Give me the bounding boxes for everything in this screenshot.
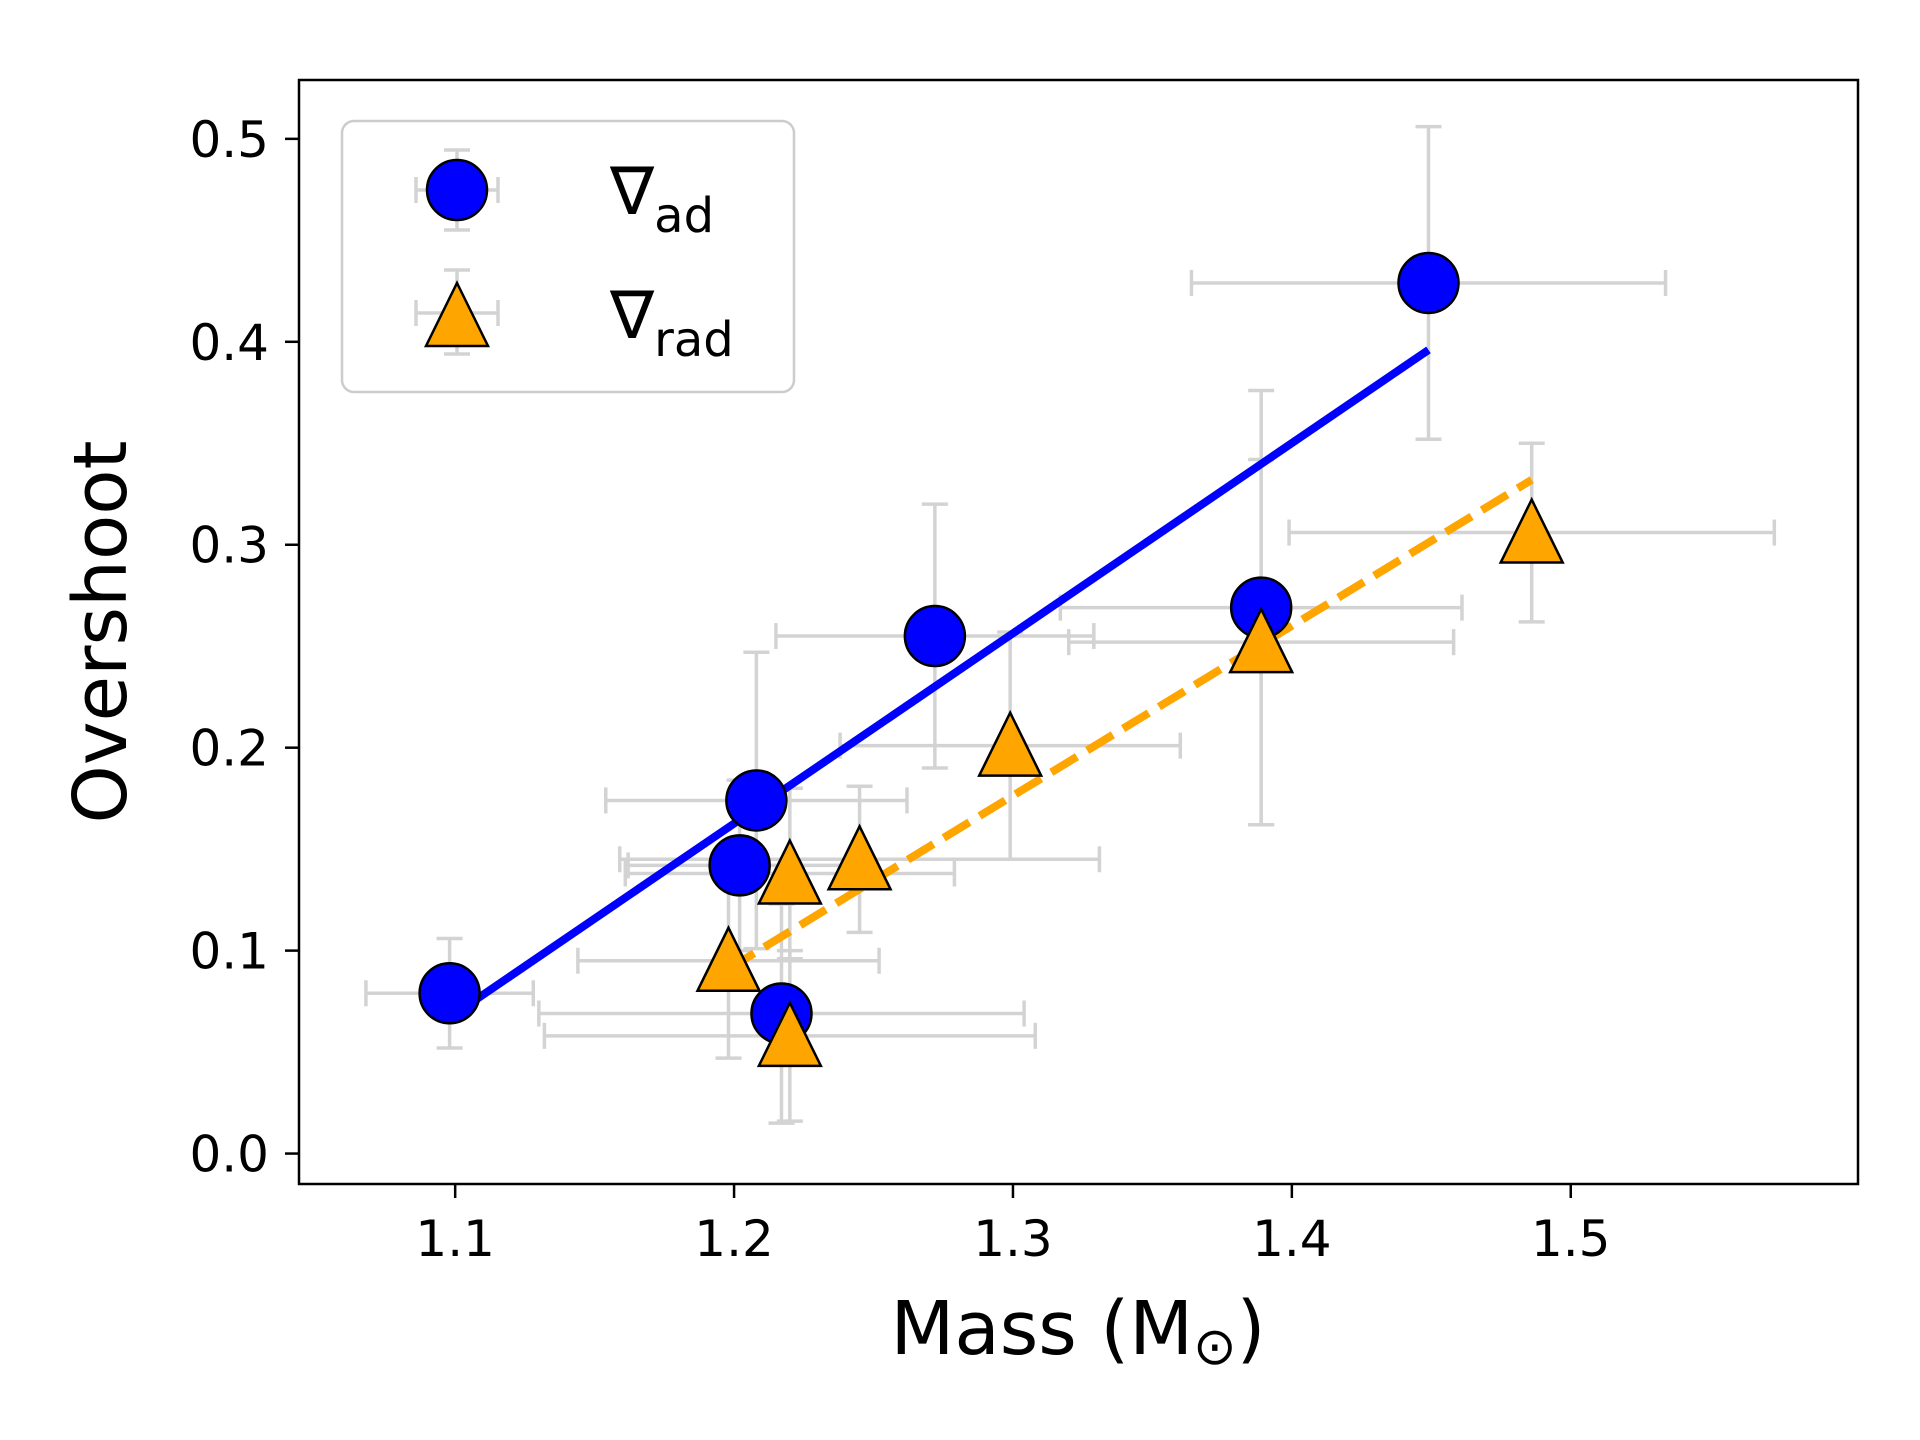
y-tick-label-4: 0.4 xyxy=(189,314,269,372)
data-point-rad-5 xyxy=(1228,606,1295,674)
data-point-rad-1 xyxy=(756,837,823,905)
x-axis-title-text: Mass (M xyxy=(891,1286,1194,1372)
fit-line-ad xyxy=(447,346,1431,1021)
y-tick-label-0: 0.0 xyxy=(189,1126,269,1184)
legend-marker-rad xyxy=(423,280,491,348)
nabla-symbol: ∇ xyxy=(609,153,655,230)
data-point-ad-6 xyxy=(1397,251,1460,315)
legend: ∇ad ∇rad xyxy=(340,119,796,394)
y-axis: 0.0 0.1 0.2 0.3 0.4 0.5 xyxy=(189,111,299,1184)
legend-entry-rad: ∇rad xyxy=(414,268,734,368)
data-point-ad-0 xyxy=(418,961,481,1025)
x-axis-title: Mass (M⊙) xyxy=(891,1286,1266,1377)
x-tick-label-3: 1.4 xyxy=(1252,1210,1332,1268)
legend-label-rad: ∇rad xyxy=(609,277,734,368)
fit-lines xyxy=(447,346,1534,1021)
y-tick-label-1: 0.1 xyxy=(189,923,269,981)
data-markers xyxy=(418,251,1565,1068)
data-point-rad-3 xyxy=(826,823,893,891)
data-point-ad-1 xyxy=(708,834,771,897)
data-point-rad-2 xyxy=(756,1000,823,1068)
y-axis-title: Overshoot xyxy=(58,440,144,823)
legend-marker-ad xyxy=(425,158,489,222)
data-point-ad-4 xyxy=(903,604,967,668)
data-point-ad-2 xyxy=(725,769,788,832)
y-tick-label-5: 0.5 xyxy=(189,111,269,169)
x-tick-label-1: 1.2 xyxy=(694,1210,774,1268)
sun-symbol: ⊙ xyxy=(1193,1317,1237,1377)
legend-label-ad: ∇ad xyxy=(609,153,714,244)
x-tick-label-2: 1.3 xyxy=(973,1210,1053,1268)
y-tick-label-2: 0.2 xyxy=(189,720,269,778)
x-axis-title-close: ) xyxy=(1237,1286,1266,1372)
legend-entry-ad: ∇ad xyxy=(414,148,714,244)
x-tick-label-0: 1.1 xyxy=(415,1210,495,1268)
x-axis: 1.1 1.2 1.3 1.4 1.5 xyxy=(415,1184,1611,1268)
fit-line-rad xyxy=(726,476,1534,973)
data-point-rad-6 xyxy=(1498,496,1565,564)
x-tick-label-4: 1.5 xyxy=(1531,1210,1611,1268)
data-point-rad-0 xyxy=(695,924,762,993)
subscript-ad: ad xyxy=(654,188,714,244)
nabla-symbol: ∇ xyxy=(609,277,655,354)
data-point-rad-4 xyxy=(977,709,1044,777)
y-tick-label-3: 0.3 xyxy=(189,517,269,575)
plot-area-frame xyxy=(297,78,1860,1186)
subscript-rad: rad xyxy=(654,312,734,368)
